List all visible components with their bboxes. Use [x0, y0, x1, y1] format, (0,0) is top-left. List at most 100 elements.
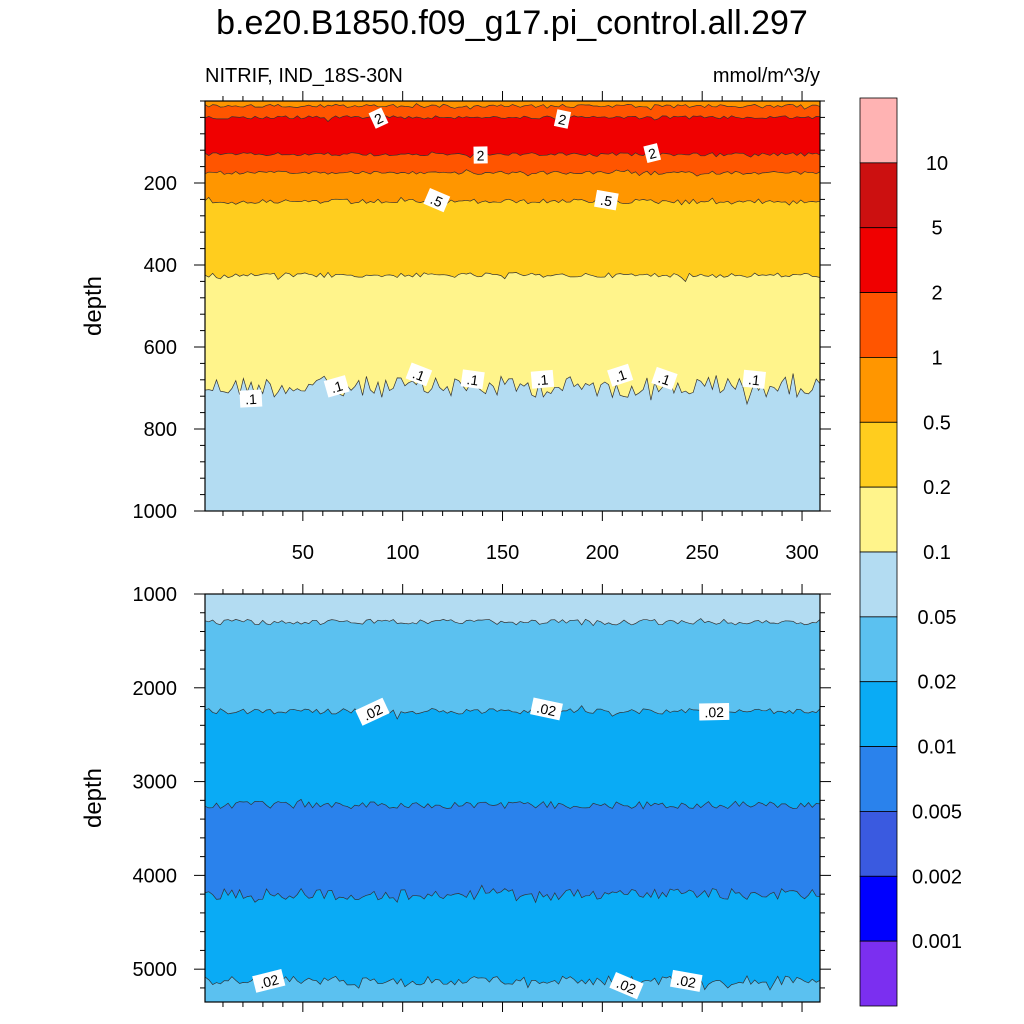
svg-text:.02: .02: [360, 701, 385, 724]
contour-band: [205, 594, 820, 626]
contour-line: [205, 884, 820, 904]
contour-line-label: .1: [405, 362, 433, 387]
contour-line-label: .02: [355, 697, 390, 726]
svg-text:.02: .02: [614, 975, 638, 997]
y-tick-label: 200: [144, 173, 177, 195]
svg-text:.1: .1: [329, 377, 345, 396]
contour-line-label: .1: [239, 389, 263, 408]
contour-line-label: .02: [252, 969, 286, 993]
figure-title: b.e20.B1850.f09_g17.pi_control.all.297: [216, 4, 808, 42]
x-tick-label: 300: [785, 542, 818, 564]
svg-text:.1: .1: [656, 370, 672, 389]
colorbar-level-label: 0.002: [912, 866, 962, 888]
colorbar-swatch: [859, 940, 898, 1007]
colorbar-swatch: [859, 551, 898, 618]
svg-text:.1: .1: [536, 371, 549, 388]
contour-line-label: .5: [423, 188, 451, 213]
upper-panel: 2 2 2 2 .5 .5 .1 .1 .1 .1 .1 .1 .1 .1 50 100 150 200 250 3…: [80, 91, 831, 564]
svg-text:.02: .02: [535, 700, 558, 720]
y-tick-label: 3000: [133, 772, 178, 794]
colorbar-swatch: [859, 227, 898, 293]
contour-line: [205, 373, 820, 406]
y-tick-label: 5000: [133, 959, 178, 981]
colorbar-level-label: 1: [931, 347, 942, 369]
svg-text:.1: .1: [747, 371, 760, 388]
contour-line-label: .1: [742, 369, 766, 389]
colorbar-swatch: [859, 811, 898, 877]
svg-text:.1: .1: [410, 365, 427, 384]
colorbar-level-label: 0.05: [918, 607, 957, 629]
svg-text:.1: .1: [245, 391, 258, 408]
contour-line: [205, 196, 820, 206]
contour-line: [205, 151, 820, 159]
contour-line: [205, 115, 820, 122]
svg-text:2: 2: [477, 147, 485, 163]
y-tick-label: 400: [144, 255, 177, 277]
colorbar-swatch: [859, 875, 898, 942]
y-tick-label: 2000: [133, 678, 178, 700]
colorbar-swatch: [859, 97, 898, 164]
colorbar-swatch: [859, 357, 898, 423]
contour-line-label: .02: [609, 971, 644, 1000]
svg-text:.02: .02: [675, 972, 697, 991]
colorbar-level-label: 2: [931, 283, 942, 305]
contour-line-label: .1: [323, 375, 350, 398]
x-tick-label: 200: [586, 542, 619, 564]
x-tick-label: 250: [686, 542, 719, 564]
colorbar-level-label: 0.01: [918, 737, 957, 759]
upper-plot-frame: [204, 100, 821, 512]
svg-text:.1: .1: [466, 371, 480, 388]
colorbar-swatch: [859, 616, 898, 683]
contour-line-label: .02: [699, 702, 730, 721]
x-tick-label: 100: [386, 542, 419, 564]
contour-line-label: .5: [594, 189, 619, 211]
contour-line-label: 2: [473, 146, 488, 164]
colorbar-swatch: [859, 421, 898, 488]
x-tick-label: 50: [292, 542, 314, 564]
colorbar-swatch: [859, 746, 898, 812]
lower-plot-frame: [204, 593, 821, 1003]
contour-line: [205, 103, 820, 111]
contour-line-label: .02: [530, 697, 563, 721]
colorbar-level-label: 0.02: [918, 672, 957, 694]
svg-text:2: 2: [557, 111, 568, 128]
contour-line: [205, 618, 820, 627]
colorbar-level-label: 0.005: [912, 801, 962, 823]
svg-text:.02: .02: [704, 704, 724, 720]
upper-y-axis-label: depth: [80, 276, 107, 336]
colorbar-level-label: 5: [931, 218, 942, 240]
contour-line: [205, 975, 820, 991]
lower-y-axis-label: depth: [80, 768, 107, 828]
contour-line-label: .02: [670, 969, 703, 992]
subtitle-variable: NITRIF, IND_18S-30N: [205, 65, 403, 87]
colorbar-swatch: [859, 292, 898, 358]
y-tick-label: 600: [144, 337, 177, 359]
contour-line: [205, 271, 820, 283]
subtitle-units: mmol/m^3/y: [713, 65, 820, 87]
svg-text:.02: .02: [258, 971, 281, 991]
colorbar-level-label: 0.1: [923, 542, 951, 564]
x-tick-label: 150: [486, 542, 519, 564]
contour-line: [205, 798, 820, 810]
colorbar-level-label: 0.2: [923, 477, 951, 499]
colorbar-swatch: [859, 486, 898, 553]
svg-text:2: 2: [647, 145, 659, 162]
contour-line-label: .1: [607, 363, 634, 387]
contour-band: [205, 101, 820, 110]
svg-text:.1: .1: [612, 366, 628, 385]
contour-band: [205, 594, 820, 719]
y-tick-label: 1000: [133, 501, 178, 523]
contour-line-label: 2: [643, 143, 662, 163]
y-tick-label: 4000: [133, 865, 178, 887]
lower-panel: .02.02.02.02.02.02 10002000300040005000 …: [80, 584, 831, 1012]
contour-line-label: .1: [651, 366, 678, 391]
colorbar-swatch: [859, 681, 898, 747]
contour-line-label: 2: [553, 109, 572, 129]
colorbar-level-label: 0.001: [912, 931, 962, 953]
colorbar-level-label: 10: [926, 153, 948, 175]
colorbar: 10 5 2 1 0.5 0.2 0.1 0.05 0.02 0.01 0.005 0.002 0.00…: [859, 97, 962, 1007]
colorbar-swatch: [859, 162, 898, 229]
svg-text:.5: .5: [599, 192, 613, 210]
y-tick-label: 1000: [133, 584, 178, 606]
